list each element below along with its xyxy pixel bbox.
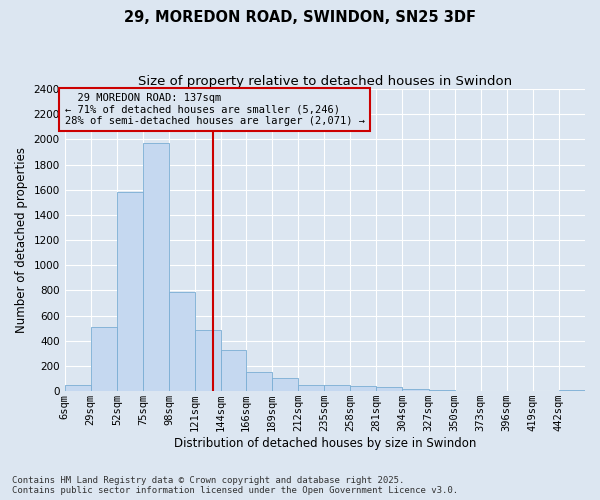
Title: Size of property relative to detached houses in Swindon: Size of property relative to detached ho…	[138, 75, 512, 88]
Bar	[91, 327, 117, 391]
Bar	[376, 388, 403, 391]
Text: 29, MOREDON ROAD, SWINDON, SN25 3DF: 29, MOREDON ROAD, SWINDON, SN25 3DF	[124, 10, 476, 25]
Bar	[272, 378, 298, 391]
Bar	[350, 386, 376, 391]
Bar	[246, 372, 272, 391]
Text: 29 MOREDON ROAD: 137sqm  
← 71% of detached houses are smaller (5,246)
28% of se: 29 MOREDON ROAD: 137sqm ← 71% of detache…	[65, 93, 365, 126]
X-axis label: Distribution of detached houses by size in Swindon: Distribution of detached houses by size …	[173, 437, 476, 450]
Bar	[298, 385, 324, 391]
Text: Contains HM Land Registry data © Crown copyright and database right 2025.
Contai: Contains HM Land Registry data © Crown c…	[12, 476, 458, 495]
Bar	[143, 144, 169, 391]
Bar	[221, 350, 246, 391]
Bar	[65, 385, 91, 391]
Bar	[403, 389, 428, 391]
Bar	[117, 192, 143, 391]
Bar	[455, 390, 481, 391]
Bar	[324, 385, 350, 391]
Bar	[195, 330, 221, 391]
Bar	[481, 390, 507, 391]
Bar	[428, 390, 455, 391]
Bar	[559, 390, 585, 391]
Bar	[169, 292, 195, 391]
Y-axis label: Number of detached properties: Number of detached properties	[15, 147, 28, 333]
